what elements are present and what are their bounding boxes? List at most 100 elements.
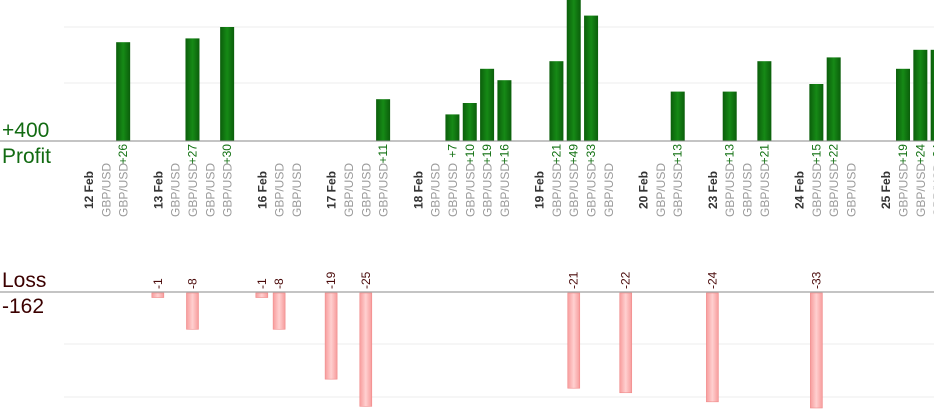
loss-value-label: -1 — [255, 278, 269, 289]
date-label: 17 Feb — [325, 171, 339, 209]
pair-label: GBP/USD — [498, 163, 512, 217]
profit-value-label: +30 — [220, 144, 234, 165]
date-label: 24 Feb — [793, 171, 807, 209]
loss-bar — [324, 292, 338, 380]
pair-label: GBP/USD — [359, 163, 373, 217]
pair-label: GBP/USD — [377, 163, 391, 217]
date-label: 25 Feb — [879, 171, 893, 209]
profit-bar — [445, 114, 460, 141]
loss-value-label: -24 — [705, 271, 719, 289]
date-label: 13 Feb — [151, 171, 165, 209]
pair-label: GBP/USD — [463, 163, 477, 217]
profit-value-label: +11 — [376, 144, 390, 164]
profit-value-label: +13 — [671, 144, 685, 165]
profit-value-label: +22 — [827, 144, 841, 165]
pair-label: GBP/USD — [845, 163, 859, 217]
loss-value-label: -8 — [272, 278, 286, 289]
loss-bar — [619, 292, 633, 394]
profit-value-label: +27 — [185, 144, 199, 165]
pair-label: GBP/USD — [342, 163, 356, 217]
pair-label: GBP/USD — [169, 163, 183, 217]
pair-label: GBP/USD — [290, 163, 304, 217]
profit-bar — [826, 57, 841, 141]
pair-label: GBP/USD — [481, 163, 495, 217]
loss-bar — [810, 292, 823, 409]
profit-value-label: +24 — [931, 144, 934, 165]
profit-bar — [896, 68, 911, 141]
profit-value-label: +24 — [913, 144, 927, 165]
loss-value-label: -33 — [809, 271, 823, 289]
pair-label: GBP/USD — [446, 163, 460, 217]
pair-label: GBP/USD — [273, 163, 287, 217]
loss-total-label: -162 — [2, 295, 45, 318]
profit-bar — [185, 38, 200, 141]
date-label: 23 Feb — [706, 171, 720, 209]
loss-bar — [186, 292, 199, 330]
profit-bar — [549, 61, 564, 142]
loss-axis-label: Loss — [2, 269, 47, 292]
pair-label: GBP/USD — [99, 163, 113, 217]
pair-label: GBP/USD — [221, 163, 235, 217]
profit-bar — [913, 49, 928, 141]
profit-value-label: +33 — [584, 144, 598, 165]
date-label: 12 Feb — [82, 171, 96, 209]
profit-bar — [376, 99, 391, 141]
pair-label: GBP/USD — [429, 163, 443, 217]
pair-label: GBP/USD — [741, 163, 755, 217]
pair-label: GBP/USD — [931, 163, 934, 217]
profit-bar — [809, 84, 824, 141]
pair-label: GBP/USD — [758, 163, 772, 217]
pair-label: GBP/USD — [203, 163, 217, 217]
loss-bar — [706, 292, 719, 403]
profit-bar — [462, 103, 477, 141]
loss-value-label: -21 — [567, 271, 581, 289]
pair-label: GBP/USD — [654, 163, 668, 217]
profit-axis-label: Profit — [2, 145, 52, 168]
profit-bar — [722, 91, 737, 141]
profit-value-label: +49 — [567, 144, 581, 165]
profit-value-label: +7 — [445, 144, 459, 158]
profit-value-label: +16 — [497, 144, 511, 165]
profit-value-label: +19 — [896, 144, 910, 165]
pair-label: GBP/USD — [897, 163, 911, 217]
pair-label: GBP/USD — [914, 163, 928, 217]
profit-bar — [116, 42, 131, 142]
profit-value-label: +21 — [757, 144, 771, 165]
profit-bar — [584, 15, 599, 142]
profit-bar — [497, 80, 512, 141]
profit-value-label: +26 — [116, 144, 130, 165]
loss-bar — [272, 292, 286, 330]
date-label: 16 Feb — [255, 171, 269, 209]
pair-label: GBP/USD — [117, 163, 131, 217]
pair-label: GBP/USD — [567, 163, 581, 217]
profit-value-label: +10 — [463, 144, 477, 165]
loss-value-label: -25 — [359, 271, 373, 289]
pair-label: GBP/USD — [602, 163, 616, 217]
profit-value-label: +15 — [809, 144, 823, 165]
loss-value-label: -19 — [324, 271, 338, 289]
profit-bar — [757, 61, 772, 142]
profit-value-label: +21 — [549, 144, 563, 165]
profit-bar — [220, 27, 235, 141]
profit-bar — [670, 91, 685, 141]
profit-bar — [930, 49, 934, 141]
profit-value-label: +13 — [723, 144, 737, 165]
pair-label: GBP/USD — [723, 163, 737, 217]
date-label: 19 Feb — [533, 171, 547, 209]
pair-label: GBP/USD — [671, 163, 685, 217]
loss-value-label: -1 — [151, 278, 165, 289]
date-label: 18 Feb — [411, 171, 425, 209]
profit-value-label: +19 — [480, 144, 494, 165]
loss-bar — [359, 292, 373, 407]
loss-value-label: -22 — [619, 271, 633, 289]
loss-bar — [567, 292, 581, 389]
loss-bar — [255, 292, 269, 298]
profit-bar — [566, 0, 581, 141]
profit-total-label: +400 — [2, 119, 50, 142]
pair-label: GBP/USD — [550, 163, 564, 217]
pair-label: GBP/USD — [810, 163, 824, 217]
date-label: 20 Feb — [637, 171, 651, 209]
loss-value-label: -8 — [185, 278, 199, 289]
loss-bar — [151, 292, 165, 298]
